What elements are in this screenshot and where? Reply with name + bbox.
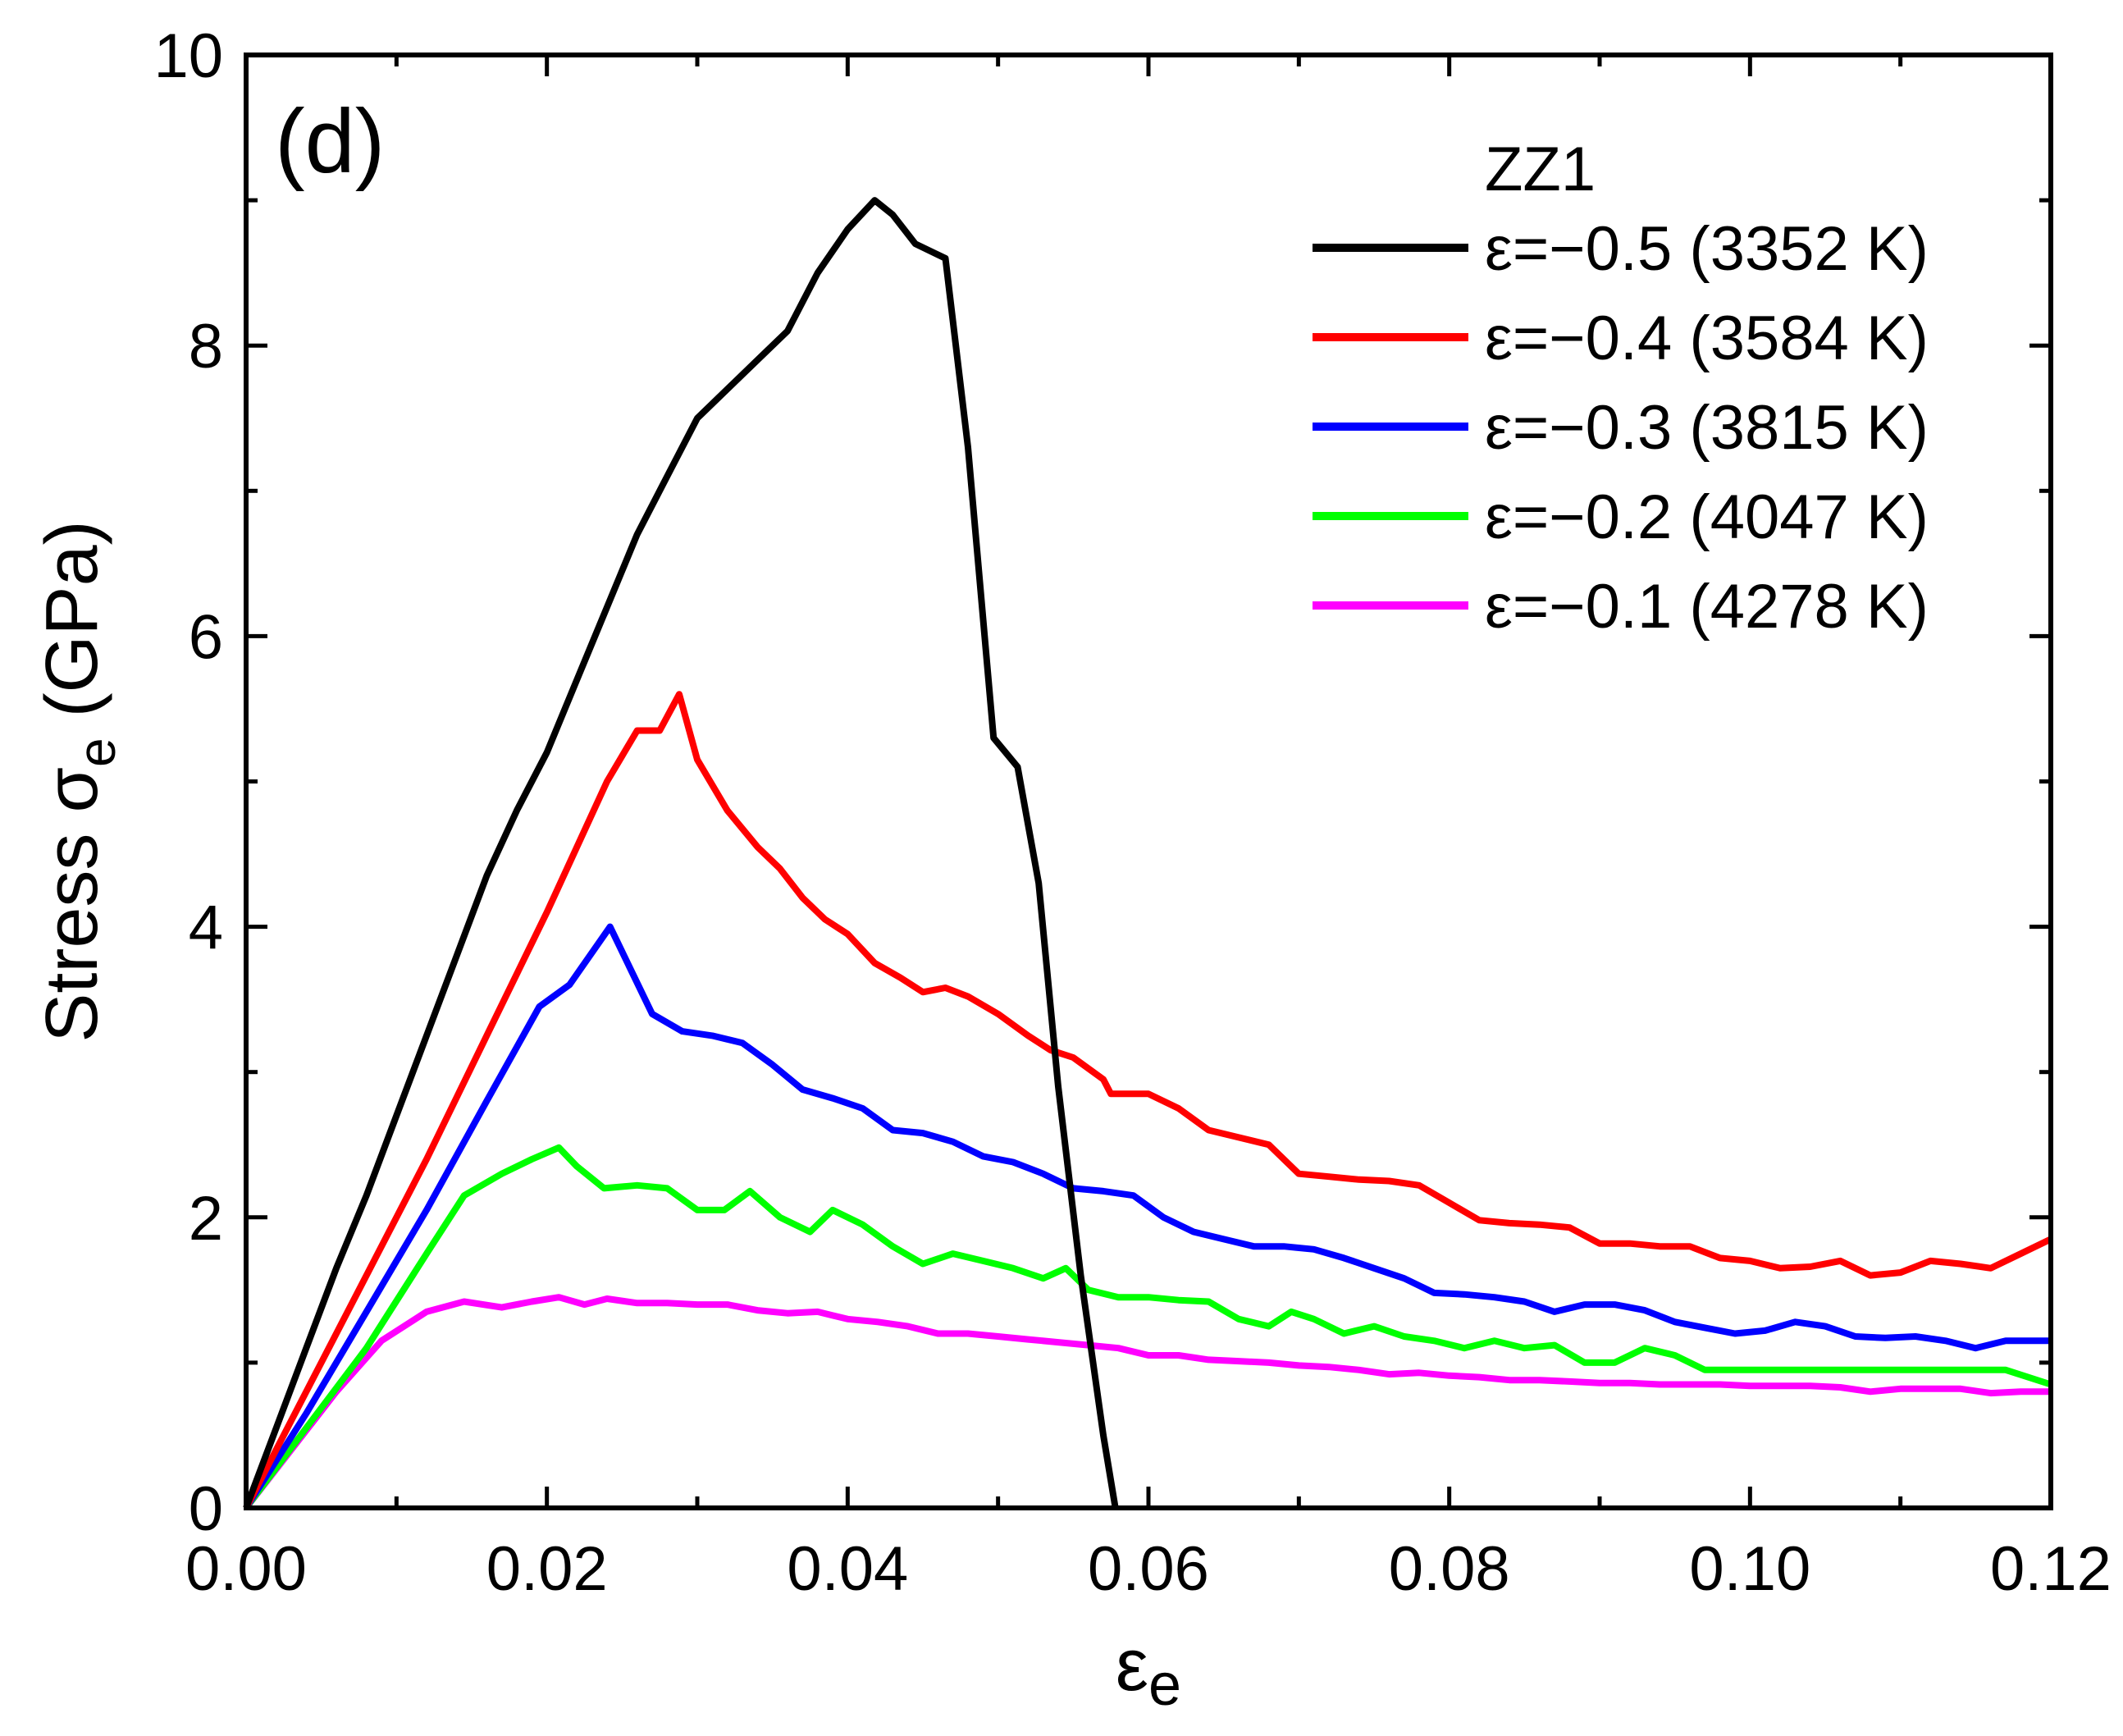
x-tick-label: 0.06 (1088, 1534, 1209, 1604)
y-tick-label: 0 (189, 1474, 223, 1544)
x-tick-label: 0.04 (787, 1534, 908, 1604)
series-line-4 (243, 1144, 2052, 1510)
legend-label-5: ε=−0.1 (4278 K) (1485, 572, 1929, 642)
series-line-5 (243, 1294, 2051, 1510)
series-line-2 (243, 691, 2052, 1510)
legend: ZZ1 ε=−0.5 (3352 K) ε=−0.4 (3584 K) ε=−0.3… (1313, 135, 1929, 642)
legend-label-3: ε=−0.3 (3815 K) (1485, 393, 1929, 463)
legend-label-2: ε=−0.4 (3584 K) (1485, 304, 1929, 373)
y-tick-label: 8 (189, 312, 223, 381)
panel-label: (d) (275, 91, 385, 192)
y-tick-label: 6 (189, 602, 223, 672)
series-line-1 (243, 197, 1119, 1510)
x-axis-label: εe (1116, 1624, 1181, 1718)
ticks-layer: 0.00 0.02 0.04 0.06 0.08 0.10 0.12 0 2 4 6 8 10 (153, 21, 2112, 1604)
y-tick-label: 4 (189, 893, 223, 963)
legend-label-4: ε=−0.2 (4047 K) (1485, 482, 1929, 552)
y-tick-label: 10 (153, 21, 223, 91)
x-tick-label: 0.12 (1990, 1534, 2112, 1604)
y-axis-label-prefix: Stress σ (31, 767, 113, 1043)
x-tick-label: 0.10 (1689, 1534, 1810, 1604)
y-axis-label-suffix: (GPa) (31, 520, 113, 738)
y-tick-label: 2 (189, 1184, 223, 1254)
legend-label-1: ε=−0.5 (3352 K) (1485, 214, 1929, 284)
x-tick-label: 0.00 (185, 1534, 307, 1604)
legend-title: ZZ1 (1485, 135, 1596, 204)
x-axis-label-symbol: ε (1116, 1624, 1148, 1706)
x-axis-label-subscript: e (1148, 1652, 1181, 1718)
series-layer (243, 197, 2052, 1510)
y-axis-label-subscript: e (67, 738, 126, 767)
y-axis-label: Stress σe (GPa) (31, 520, 126, 1042)
x-tick-label: 0.02 (486, 1534, 608, 1604)
x-tick-label: 0.08 (1389, 1534, 1510, 1604)
series-line-3 (243, 923, 2051, 1510)
